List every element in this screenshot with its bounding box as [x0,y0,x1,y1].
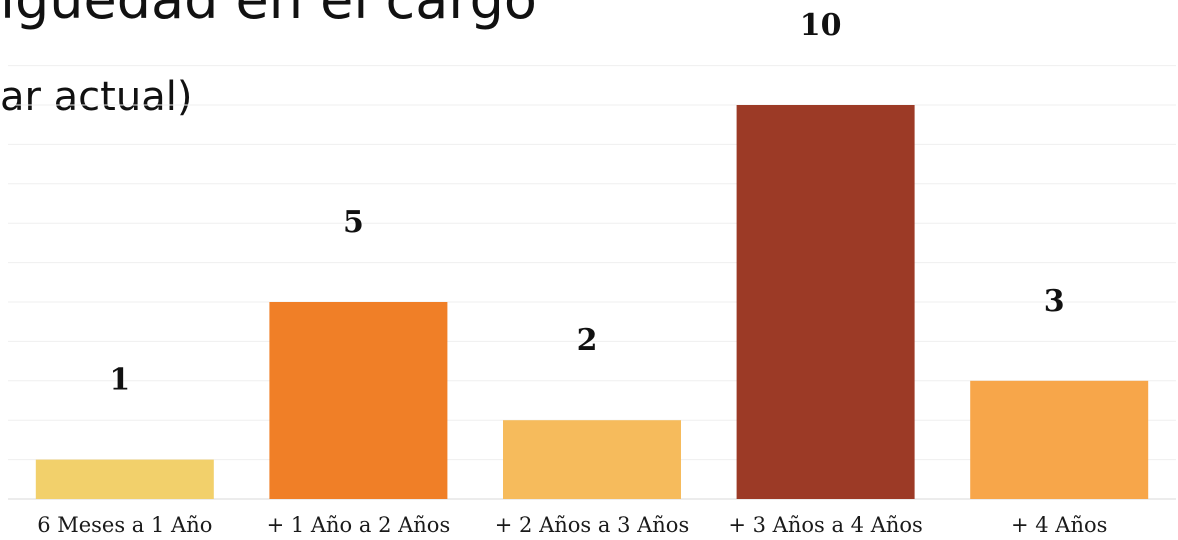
chart-title: igüedad en el cargo [0,0,537,30]
data-label: 3 [1044,284,1065,319]
data-label: 2 [577,323,598,358]
chart-subtitle: ar actual) [0,74,193,120]
category-label: + 3 Años a 4 Años [728,513,922,537]
category-label: 6 Meses a 1 Año [37,513,212,537]
data-label: 5 [343,205,364,240]
category-labels: 6 Meses a 1 Año + 1 Año a 2 Años + 2 Años … [37,513,1107,537]
bar [970,380,1149,499]
bars [35,105,1149,499]
bar [503,420,681,499]
bar [736,105,915,499]
data-label: 1 [109,363,130,398]
data-label: 10 [800,8,842,43]
bar [35,459,214,499]
value-labels: 1 5 2 10 3 [109,8,1064,398]
category-label: + 2 Años a 3 Años [495,513,689,537]
category-label: + 4 Años [1011,513,1107,537]
category-label: + 1 Año a 2 Años [267,513,451,537]
bar [269,302,448,499]
